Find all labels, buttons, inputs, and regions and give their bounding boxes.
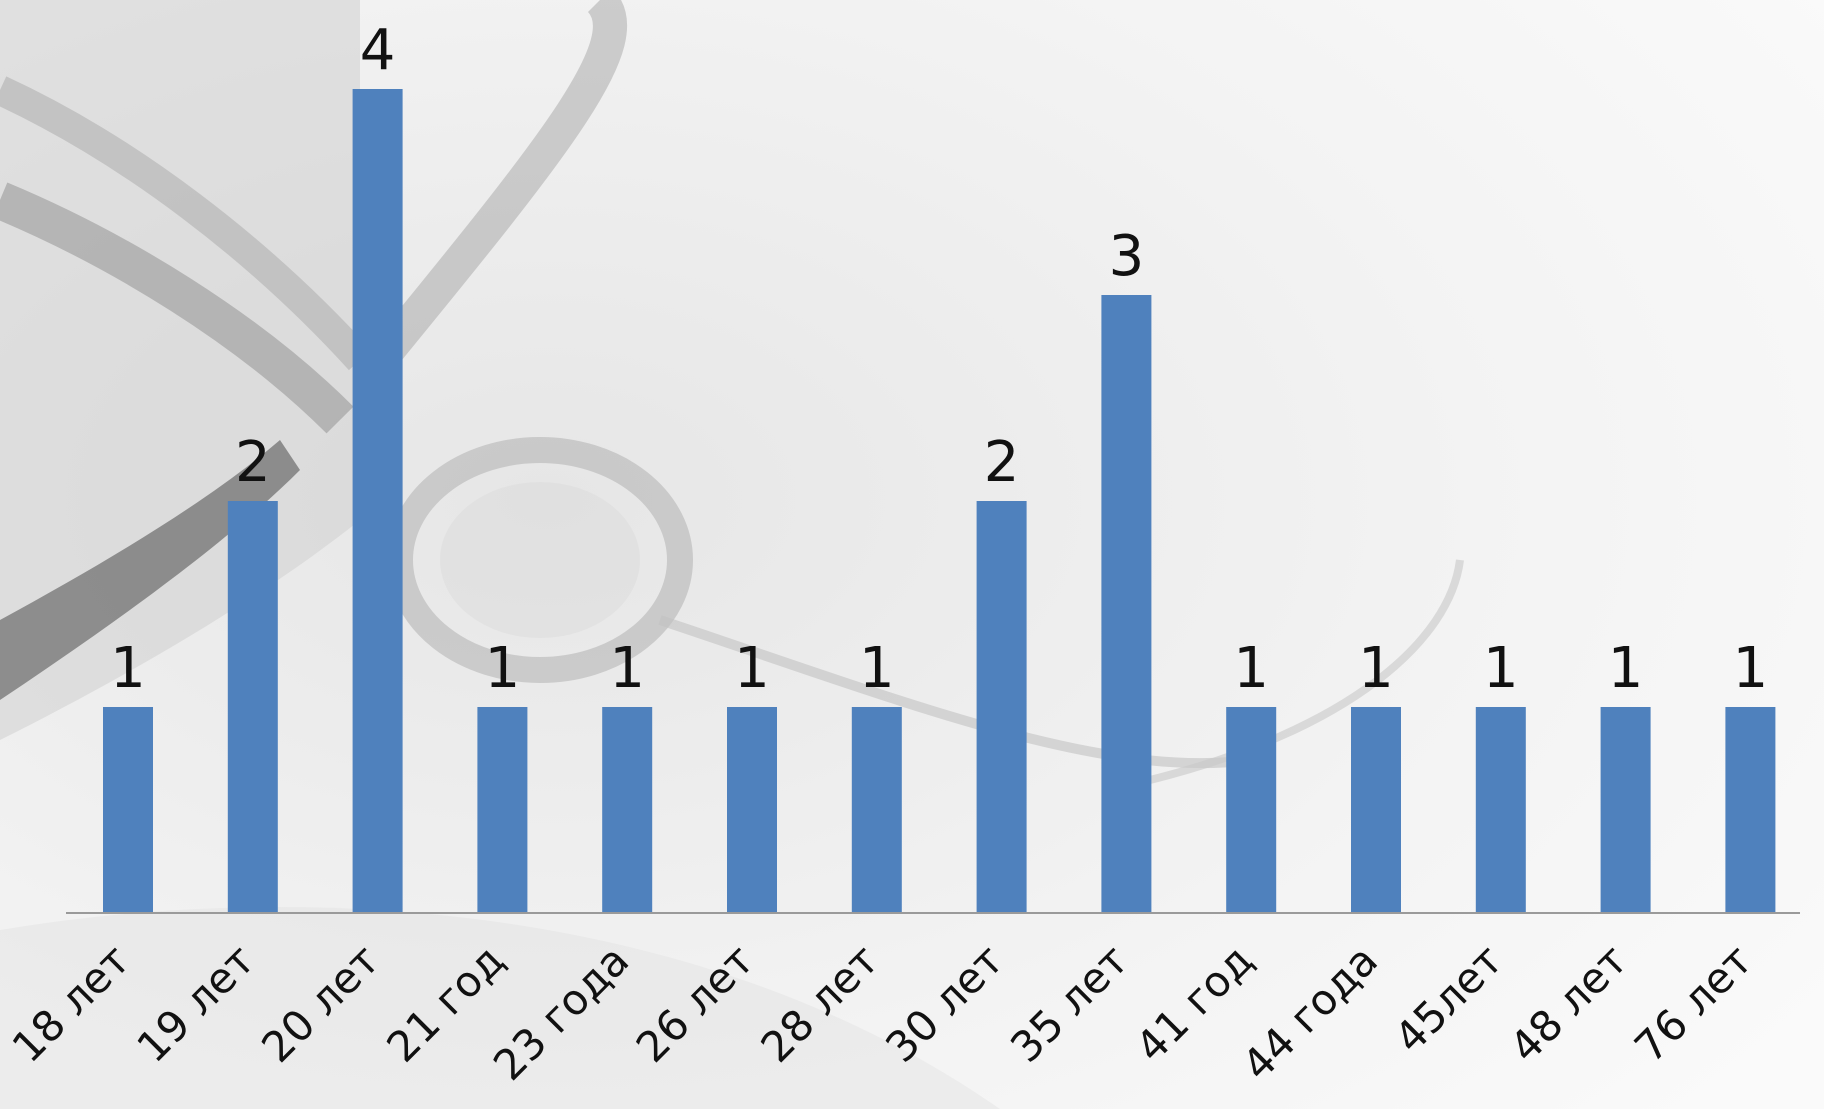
- bar-13: [1725, 707, 1776, 913]
- bar-10: [1351, 707, 1401, 913]
- data-label-5: 1: [734, 636, 770, 701]
- bar-0: [103, 707, 153, 913]
- data-label-4: 1: [609, 636, 645, 701]
- data-label-7: 2: [984, 430, 1020, 495]
- data-label-2: 4: [360, 18, 396, 83]
- bar-3: [477, 707, 528, 913]
- bar-1: [227, 501, 278, 913]
- bar-11: [1475, 707, 1526, 913]
- bar-2: [352, 89, 403, 913]
- data-label-0: 1: [110, 636, 146, 701]
- data-label-3: 1: [485, 636, 521, 701]
- data-label-13: 1: [1733, 636, 1769, 701]
- data-label-6: 1: [859, 636, 895, 701]
- bar-6: [851, 707, 902, 913]
- data-label-12: 1: [1608, 636, 1644, 701]
- bar-9: [1226, 707, 1277, 913]
- bar-8: [1101, 295, 1152, 913]
- bar-7: [976, 501, 1027, 913]
- data-label-8: 3: [1109, 224, 1145, 289]
- data-label-1: 2: [235, 430, 271, 495]
- bar-5: [727, 707, 777, 913]
- data-label-11: 1: [1483, 636, 1519, 701]
- plot-area: 1 2 4 1 1 1 1 2 3 1 1 1 1 1: [103, 18, 1776, 913]
- bar-4: [602, 707, 653, 913]
- bar-12: [1600, 707, 1651, 913]
- data-label-10: 1: [1358, 636, 1394, 701]
- data-label-9: 1: [1233, 636, 1269, 701]
